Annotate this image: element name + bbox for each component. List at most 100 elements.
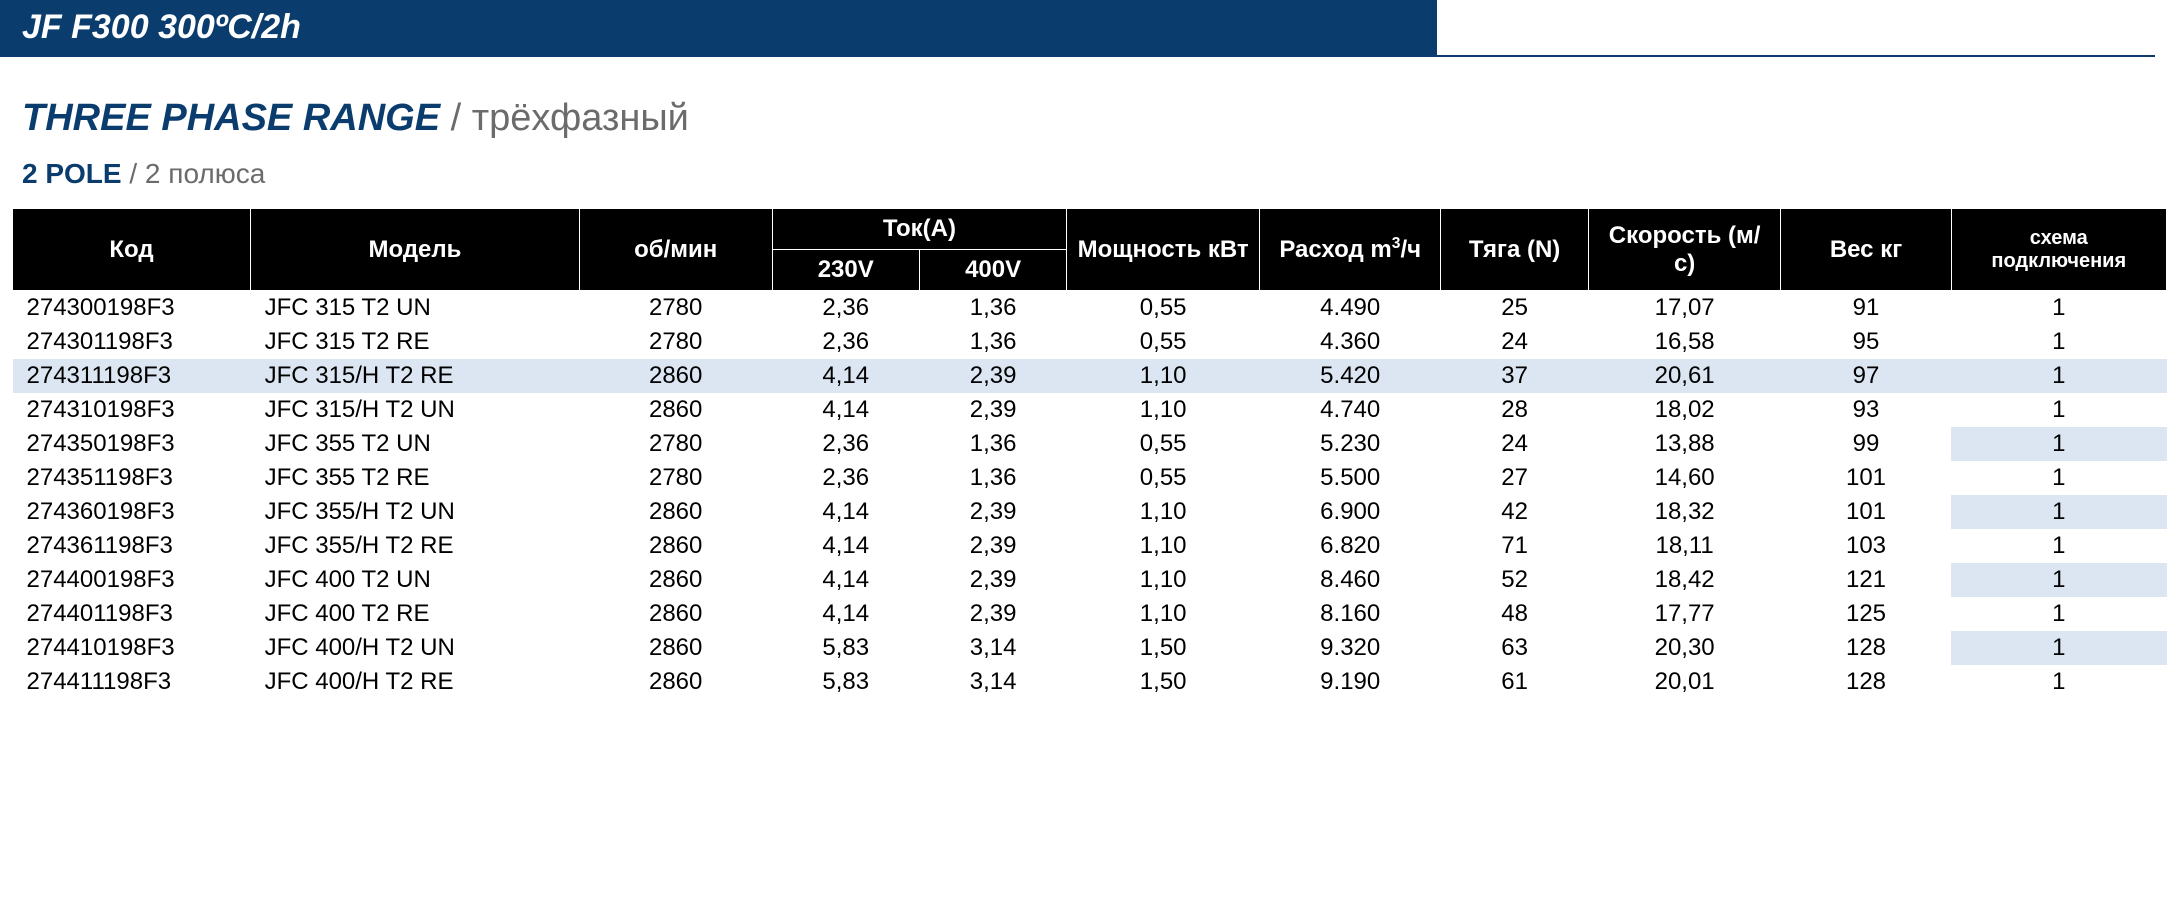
cell: 20,01: [1588, 665, 1781, 699]
table-row: 274350198F3JFC 355 T2 UN27802,361,360,55…: [13, 427, 2167, 461]
cell: 20,61: [1588, 359, 1781, 393]
cell: 274351198F3: [13, 461, 251, 495]
cell: 0,55: [1067, 461, 1260, 495]
cell: 274360198F3: [13, 495, 251, 529]
cell: 4.360: [1260, 325, 1441, 359]
cell: 1,50: [1067, 665, 1260, 699]
cell: 5.230: [1260, 427, 1441, 461]
cell: 28: [1441, 393, 1588, 427]
cell: 5,83: [772, 665, 919, 699]
cell: 274411198F3: [13, 665, 251, 699]
table-row: 274300198F3JFC 315 T2 UN27802,361,360,55…: [13, 291, 2167, 326]
cell: 8.460: [1260, 563, 1441, 597]
cell: 61: [1441, 665, 1588, 699]
cell: 17,77: [1588, 597, 1781, 631]
cell: 14,60: [1588, 461, 1781, 495]
cell: 2780: [579, 461, 772, 495]
cell: 1,10: [1067, 495, 1260, 529]
sub-heading: 2 POLE / 2 полюса: [0, 158, 2178, 208]
col-400v: 400V: [919, 250, 1066, 291]
cell: JFC 400/H T2 UN: [251, 631, 580, 665]
col-model: Модель: [251, 209, 580, 291]
cell: 1,10: [1067, 563, 1260, 597]
col-thrust: Тяга (N): [1441, 209, 1588, 291]
cell: 3,14: [919, 665, 1066, 699]
cell: 97: [1781, 359, 1951, 393]
cell: 2,36: [772, 291, 919, 326]
cell: JFC 315 T2 RE: [251, 325, 580, 359]
title-banner: JF F300 300ºC/2h: [0, 0, 1437, 55]
cell: 18,11: [1588, 529, 1781, 563]
table-row: 274301198F3JFC 315 T2 RE27802,361,360,55…: [13, 325, 2167, 359]
cell: 1: [1951, 597, 2166, 631]
cell: 3,14: [919, 631, 1066, 665]
cell: 25: [1441, 291, 1588, 326]
cell: 6.900: [1260, 495, 1441, 529]
table-body: 274300198F3JFC 315 T2 UN27802,361,360,55…: [13, 291, 2167, 700]
cell: 1: [1951, 529, 2166, 563]
cell: 5,83: [772, 631, 919, 665]
cell: 2780: [579, 427, 772, 461]
cell: 4.740: [1260, 393, 1441, 427]
cell: 274350198F3: [13, 427, 251, 461]
cell: JFC 400/H T2 RE: [251, 665, 580, 699]
cell: 1,36: [919, 291, 1066, 326]
cell: 1: [1951, 495, 2166, 529]
cell: 13,88: [1588, 427, 1781, 461]
table-row: 274310198F3JFC 315/H T2 UN28604,142,391,…: [13, 393, 2167, 427]
cell: 274400198F3: [13, 563, 251, 597]
cell: 1,36: [919, 325, 1066, 359]
cell: 2,39: [919, 597, 1066, 631]
cell: 4,14: [772, 495, 919, 529]
table-row: 274410198F3JFC 400/H T2 UN28605,833,141,…: [13, 631, 2167, 665]
cell: 2860: [579, 529, 772, 563]
subheading-primary: 2 POLE: [22, 158, 122, 189]
col-weight: Вес кг: [1781, 209, 1951, 291]
cell: 27: [1441, 461, 1588, 495]
cell: 274301198F3: [13, 325, 251, 359]
cell: 2,36: [772, 427, 919, 461]
cell: 4,14: [772, 359, 919, 393]
col-rpm: об/мин: [579, 209, 772, 291]
cell: 17,07: [1588, 291, 1781, 326]
cell: 1,36: [919, 427, 1066, 461]
table-head: Код Модель об/мин Ток(А) Мощность кВт Ра…: [13, 209, 2167, 291]
cell: 95: [1781, 325, 1951, 359]
cell: 1: [1951, 291, 2166, 326]
cell: 91: [1781, 291, 1951, 326]
col-flow: Расход m3/ч: [1260, 209, 1441, 291]
cell: 2780: [579, 291, 772, 326]
cell: 0,55: [1067, 325, 1260, 359]
table-row: 274400198F3JFC 400 T2 UN28604,142,391,10…: [13, 563, 2167, 597]
cell: 8.160: [1260, 597, 1441, 631]
cell: 1,10: [1067, 393, 1260, 427]
col-wiring: схема подключения: [1951, 209, 2166, 291]
title-underline: [0, 55, 2155, 57]
cell: 1,50: [1067, 631, 1260, 665]
cell: 0,55: [1067, 291, 1260, 326]
cell: JFC 315/H T2 UN: [251, 393, 580, 427]
cell: 6.820: [1260, 529, 1441, 563]
cell: 2,39: [919, 393, 1066, 427]
cell: JFC 315 T2 UN: [251, 291, 580, 326]
cell: 2860: [579, 359, 772, 393]
cell: 2,36: [772, 325, 919, 359]
cell: 1,10: [1067, 359, 1260, 393]
cell: 1,36: [919, 461, 1066, 495]
cell: JFC 355/H T2 RE: [251, 529, 580, 563]
col-230v: 230V: [772, 250, 919, 291]
cell: 63: [1441, 631, 1588, 665]
cell: 274361198F3: [13, 529, 251, 563]
cell: 274310198F3: [13, 393, 251, 427]
section-heading: THREE PHASE RANGE / трёхфазный: [0, 97, 2178, 158]
heading-secondary: / трёхфазный: [440, 97, 689, 139]
cell: 24: [1441, 325, 1588, 359]
cell: 274401198F3: [13, 597, 251, 631]
cell: 1,10: [1067, 597, 1260, 631]
cell: 4,14: [772, 393, 919, 427]
cell: 1: [1951, 325, 2166, 359]
cell: 4,14: [772, 529, 919, 563]
cell: 2,39: [919, 495, 1066, 529]
cell: 18,02: [1588, 393, 1781, 427]
cell: 42: [1441, 495, 1588, 529]
